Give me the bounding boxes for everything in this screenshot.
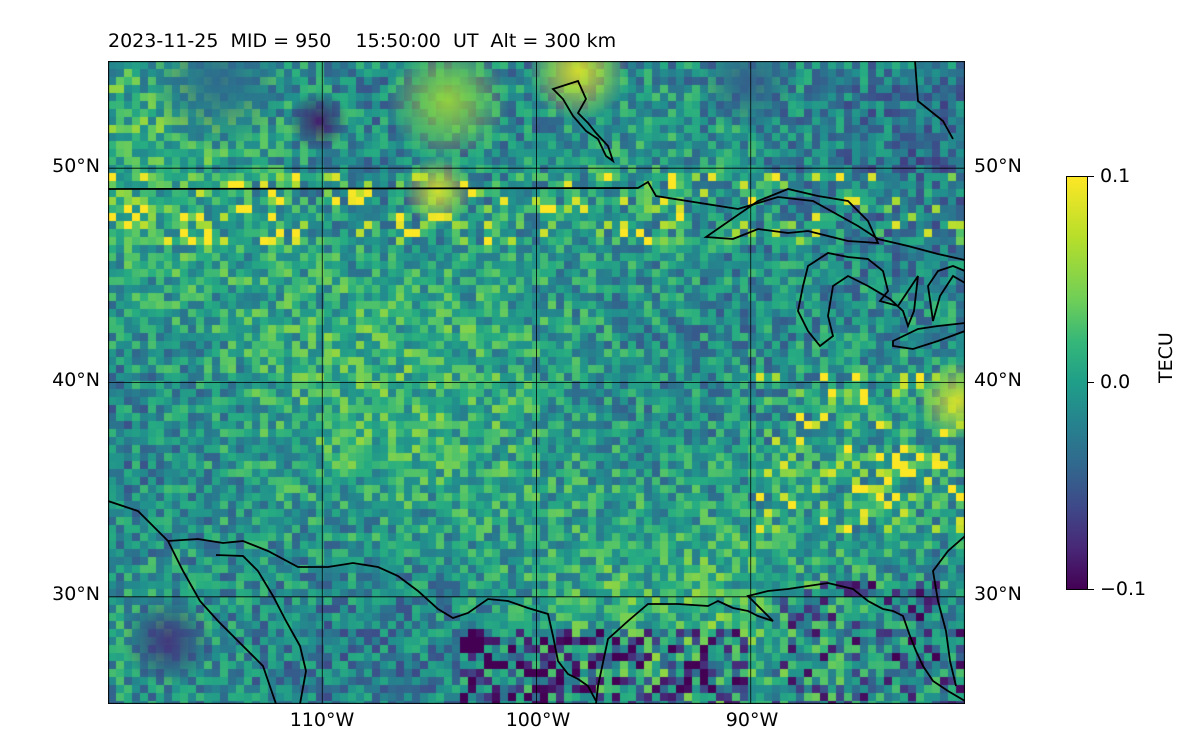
florida-coast xyxy=(932,535,965,687)
plot-title: 2023-11-25 MID = 950 15:50:00 UT Alt = 3… xyxy=(108,30,617,52)
gulf-of-california xyxy=(215,554,307,704)
lon-label-110: 110°W xyxy=(289,709,355,731)
colorbar-label-max: 0.1 xyxy=(1100,165,1131,187)
lon-label-100: 100°W xyxy=(505,709,571,731)
lat-label-40-left: 40°N xyxy=(52,369,100,391)
lake-michigan xyxy=(797,252,919,348)
lat-label-30-left: 30°N xyxy=(52,583,100,605)
colorbar-title: TECU xyxy=(1155,332,1177,383)
colorbar xyxy=(1066,176,1088,590)
lake-erie-ontario xyxy=(892,322,965,350)
hudson-bay-coast xyxy=(551,79,615,164)
lon-label-90: 90°W xyxy=(725,709,779,731)
colorbar-tick-max xyxy=(1088,176,1094,177)
colorbar-tick-zero xyxy=(1088,382,1094,383)
lat-label-50-right: 50°N xyxy=(974,155,1022,177)
colorbar-label-zero: 0.0 xyxy=(1100,371,1131,393)
us-mexico-border xyxy=(108,500,597,702)
us-canada-border xyxy=(108,180,965,261)
lat-label-30-right: 30°N xyxy=(974,583,1022,605)
gulf-coast xyxy=(595,582,965,704)
lat-label-40-right: 40°N xyxy=(974,369,1022,391)
labrador-coast xyxy=(914,61,954,140)
lake-superior xyxy=(703,188,880,244)
baja-coast xyxy=(167,540,277,704)
gridlines xyxy=(108,61,965,704)
lat-label-50-left: 50°N xyxy=(52,155,100,177)
map-overlay xyxy=(108,61,965,704)
colorbar-label-min: −0.1 xyxy=(1100,578,1147,600)
tec-map xyxy=(108,61,965,704)
coastlines xyxy=(108,61,965,704)
lake-huron xyxy=(927,265,965,322)
colorbar-tick-min xyxy=(1088,589,1094,590)
